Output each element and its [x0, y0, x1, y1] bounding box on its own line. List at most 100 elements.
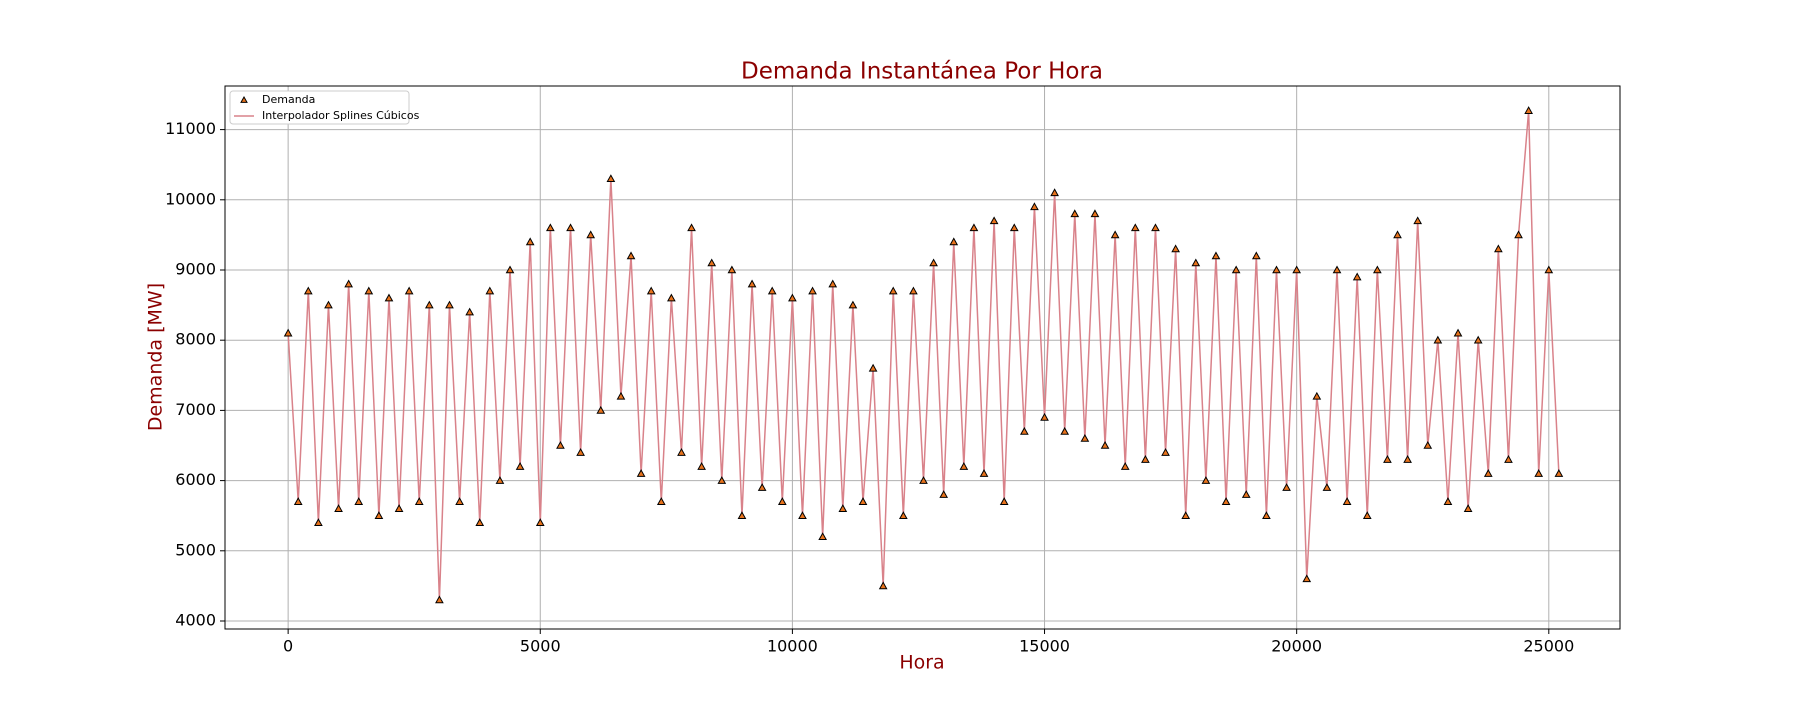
data-point: [1403, 455, 1412, 463]
data-point: [1373, 265, 1382, 274]
data-point: [1494, 244, 1503, 253]
data-point: [909, 286, 918, 295]
data-point: [636, 469, 646, 477]
legend-label: Interpolador Splines Cúbicos: [262, 109, 420, 122]
data-point: [515, 462, 525, 470]
data-point: [495, 476, 505, 484]
data-point: [1453, 328, 1463, 337]
data-point: [858, 497, 868, 505]
data-point: [646, 286, 656, 295]
data-point: [1060, 426, 1070, 435]
data-point: [828, 279, 838, 288]
data-point: [314, 518, 323, 527]
y-tick-label: 10000: [165, 189, 216, 208]
data-point: [939, 490, 949, 498]
data-point: [798, 511, 807, 519]
data-point: [364, 286, 374, 295]
data-point: [596, 405, 606, 414]
data-point: [788, 293, 797, 302]
data-point: [586, 230, 596, 239]
y-tick-label: 5000: [175, 540, 216, 559]
y-tick-label: 4000: [175, 610, 216, 629]
y-tick-label: 7000: [175, 400, 216, 419]
plot-frame: [224, 85, 1621, 630]
data-point: [717, 476, 727, 484]
data-point: [1423, 440, 1433, 449]
data-point: [1262, 511, 1271, 519]
data-point: [1383, 455, 1392, 463]
data-point: [888, 286, 898, 295]
data-point: [737, 511, 747, 519]
data-point: [303, 286, 313, 295]
data-point: [868, 363, 878, 372]
data-point: [677, 447, 686, 456]
data-point: [1312, 391, 1322, 400]
data-point: [1009, 223, 1019, 232]
x-tick-label: 15000: [1019, 637, 1070, 656]
data-point: [525, 237, 535, 246]
data-point: [475, 518, 485, 527]
data-point: [989, 216, 999, 225]
data-point: [435, 595, 444, 604]
data-point: [394, 504, 404, 512]
data-point: [293, 497, 303, 505]
data-point: [1181, 511, 1191, 519]
data-point: [384, 293, 394, 302]
data-point: [556, 440, 565, 449]
data-point: [949, 237, 959, 246]
y-tick-label: 9000: [175, 259, 216, 278]
data-point: [687, 223, 696, 232]
data-point: [1080, 433, 1090, 442]
data-point: [697, 462, 706, 470]
data-point: [1302, 574, 1312, 583]
data-point: [808, 286, 817, 295]
data-point: [757, 483, 767, 491]
data-point: [656, 497, 666, 505]
data-point: [1463, 504, 1473, 512]
data-point: [1040, 412, 1049, 421]
y-tick-label: 6000: [175, 470, 216, 489]
y-tick-label: 11000: [165, 119, 216, 138]
data-point: [283, 328, 293, 337]
data-point: [1241, 490, 1251, 498]
y-tick-label: 8000: [175, 330, 216, 349]
data-point: [1473, 335, 1483, 344]
data-point: [1231, 265, 1241, 274]
data-point: [979, 469, 989, 477]
x-tick-label: 10000: [767, 637, 818, 656]
data-point: [1201, 476, 1211, 484]
data-point: [878, 581, 888, 590]
y-axis-label: Demanda [MW]: [145, 283, 167, 431]
data-point: [505, 265, 515, 274]
data-point: [1362, 511, 1372, 519]
data-point: [626, 251, 636, 260]
data-point: [1352, 272, 1362, 281]
data-point: [374, 511, 384, 519]
data-point: [546, 223, 555, 232]
data-point: [1342, 497, 1352, 505]
data-point: [1221, 497, 1231, 505]
data-point: [667, 293, 676, 302]
data-point: [818, 532, 828, 541]
data-point: [1171, 244, 1180, 253]
data-point: [1534, 469, 1544, 477]
data-point: [1110, 230, 1120, 239]
data-point: [1070, 209, 1080, 218]
data-point: [838, 504, 848, 512]
data-point: [929, 258, 938, 267]
data-point: [535, 518, 545, 527]
data-point: [1050, 188, 1059, 197]
data-point: [747, 279, 757, 288]
data-point: [959, 462, 969, 470]
series-line: [287, 110, 1560, 600]
data-point: [354, 497, 364, 505]
data-point: [344, 279, 353, 288]
data-point: [1211, 251, 1221, 260]
data-point: [1130, 223, 1140, 232]
data-point: [566, 223, 575, 232]
data-point: [1100, 440, 1110, 449]
data-point: [1090, 209, 1100, 218]
data-point: [1332, 265, 1342, 274]
data-point: [898, 511, 908, 519]
